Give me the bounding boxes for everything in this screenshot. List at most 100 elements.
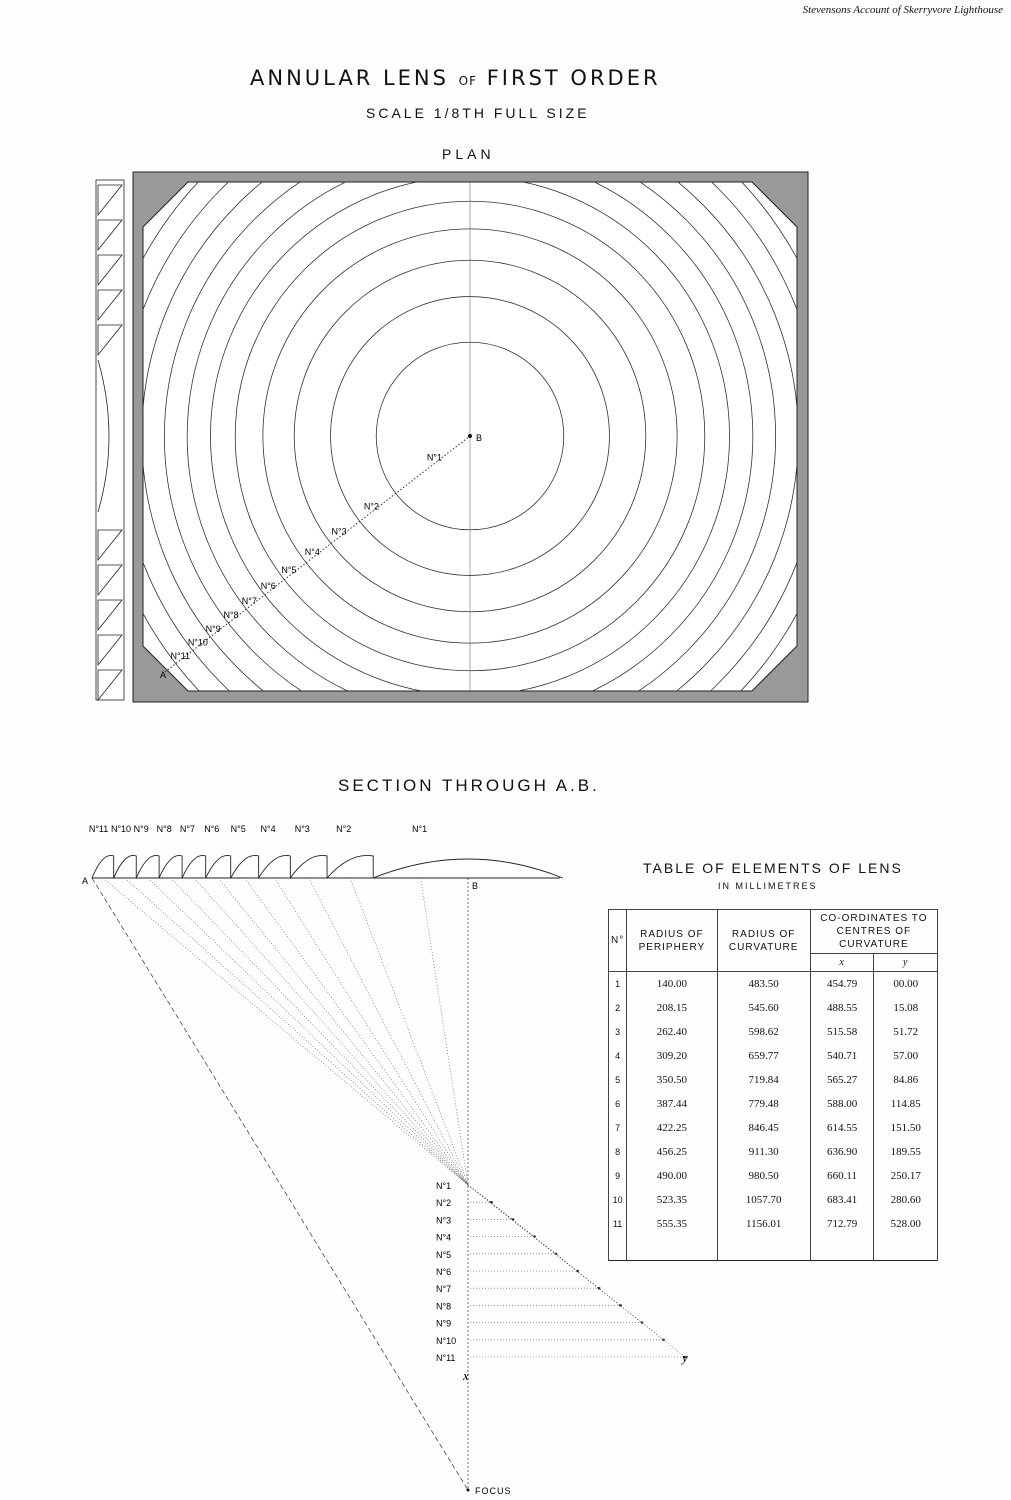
zone-ring-7: [186, 182, 754, 691]
table-cell: 528.00: [873, 1212, 938, 1236]
table-cell: 151.50: [873, 1116, 938, 1140]
table-cell: 250.17: [873, 1164, 938, 1188]
table-cell: 719.84: [716, 1068, 811, 1092]
table-cell: 208.15: [626, 996, 718, 1020]
y-axis-label: y: [680, 1350, 688, 1365]
table-row: 4 309.20 659.77 540.71 57.00: [607, 1044, 938, 1068]
top-zone-label: N°2: [336, 824, 351, 834]
table-cell: 779.48: [716, 1092, 811, 1116]
top-zone-label: N°10: [111, 824, 131, 834]
table-cell: 660.11: [809, 1164, 875, 1188]
point-b: [468, 434, 472, 438]
x-axis-label: x: [462, 1368, 469, 1383]
col-no: N°: [607, 909, 628, 972]
lens-elements-table: N° RADIUS OF PERIPHERY RADIUS OF CURVATU…: [607, 909, 939, 1261]
centre-of-curvature-3: [511, 1217, 515, 1221]
section-zone-label: N°1: [436, 1181, 451, 1191]
title-part: FIRST ORDER: [486, 66, 661, 90]
table-cell: 140.00: [626, 971, 718, 996]
table-row: 10 523.35 1057.70 683.41 280.60: [607, 1188, 938, 1212]
section-zone-label: N°5: [436, 1250, 451, 1260]
table-cell: 911.30: [716, 1140, 811, 1164]
plan-zone-label: N°4: [305, 547, 320, 557]
section-label: SECTION THROUGH A.B.: [338, 776, 600, 795]
col-x: x: [809, 953, 875, 972]
table-cell: 1: [607, 971, 628, 996]
table-row: 9 490.00 980.50 660.11 250.17: [607, 1164, 938, 1188]
prism-profile: [97, 564, 123, 597]
prism-profile: [97, 669, 123, 702]
prism-ring-section-8: [158, 855, 183, 879]
table-cell: 456.25: [626, 1140, 718, 1164]
prism-profile: [97, 529, 123, 562]
table-cell: 3: [607, 1020, 628, 1044]
prism-profile: [97, 219, 123, 252]
table-title: TABLE OF ELEMENTS OF LENS: [643, 860, 903, 876]
ray-zone-6: [217, 877, 469, 1186]
table-cell: 8: [607, 1140, 628, 1164]
table-cell: 6: [607, 1092, 628, 1116]
table-row: 5 350.50 719.84 565.27 84.86: [607, 1068, 938, 1092]
prism-profile: [97, 599, 123, 632]
table-cell: 555.35: [626, 1212, 718, 1236]
table-spacer: [607, 1236, 938, 1261]
table-cell: 483.50: [716, 971, 811, 996]
table-row: 1 140.00 483.50 454.79 00.00: [607, 971, 938, 996]
ray-zone-11: [102, 877, 469, 1186]
prism-ring-section-11: [91, 855, 115, 879]
section-zone-label: N°7: [436, 1284, 451, 1294]
table-cell: 57.00: [873, 1044, 938, 1068]
section-zone-label: N°8: [436, 1301, 451, 1311]
table-cell: 980.50: [716, 1164, 811, 1188]
plan-zone-label: N°11: [171, 651, 190, 661]
table-cell: 490.00: [626, 1164, 718, 1188]
table-cell: 00.00: [873, 971, 938, 996]
table-cell: 189.55: [873, 1140, 938, 1164]
col-curvature: RADIUS OF CURVATURE: [716, 909, 811, 972]
prism-ring-section-5: [229, 855, 260, 879]
ray-zone-4: [274, 877, 469, 1186]
focus-label: FOCUS: [475, 1486, 512, 1496]
table-cell: 387.44: [626, 1092, 718, 1116]
scale-label: SCALE 1/8TH FULL SIZE: [366, 105, 590, 121]
table-row: 2 208.15 545.60 488.55 15.08: [607, 996, 938, 1020]
table-cell: 280.60: [873, 1188, 938, 1212]
plan-label: PLAN: [442, 146, 495, 162]
plan-zone-label: N°9: [206, 624, 221, 634]
centre-of-curvature-2: [489, 1200, 493, 1204]
top-zone-label: N°8: [157, 824, 172, 834]
table-cell: 84.86: [873, 1068, 938, 1092]
top-zone-label: N°1: [412, 824, 427, 834]
col-coordinates: CO-ORDINATES TO CENTRES OF CURVATURE: [809, 909, 939, 954]
table-cell: 262.40: [626, 1020, 718, 1044]
top-zone-label: N°9: [134, 824, 149, 834]
table-cell: 1057.70: [716, 1188, 811, 1212]
ray-zone-9: [147, 877, 469, 1186]
table-cell: 523.35: [626, 1188, 718, 1212]
table-cell: 545.60: [716, 996, 811, 1020]
section-a-label: A: [82, 876, 88, 886]
plan-zone-label: N°6: [261, 581, 276, 591]
title-of: OF: [458, 74, 478, 88]
table-cell: 309.20: [626, 1044, 718, 1068]
plan-zone-label: N°5: [281, 565, 296, 575]
curvature-line-2: [467, 1184, 492, 1203]
section-zone-label: N°2: [436, 1198, 451, 1208]
table-cell: 11: [607, 1212, 628, 1236]
section-zone-label: N°11: [436, 1353, 455, 1363]
plan-b-label: B: [476, 433, 482, 443]
credit-line: Stevensons Account of Skerryvore Lightho…: [802, 4, 1003, 16]
plan-zone-label: N°8: [224, 610, 239, 620]
prism-profile: [97, 324, 123, 357]
table-cell: 10: [607, 1188, 628, 1212]
table-cell: 51.72: [873, 1020, 938, 1044]
table-cell: 515.58: [809, 1020, 875, 1044]
plan-zone-label: N°7: [242, 596, 257, 606]
table-cell: 454.79: [809, 971, 875, 996]
top-zone-label: N°11: [89, 824, 108, 834]
section-zone-label: N°10: [436, 1336, 456, 1346]
top-zone-label: N°7: [180, 824, 195, 834]
table-cell: 846.45: [716, 1116, 811, 1140]
section-zone-label: N°4: [436, 1233, 451, 1243]
